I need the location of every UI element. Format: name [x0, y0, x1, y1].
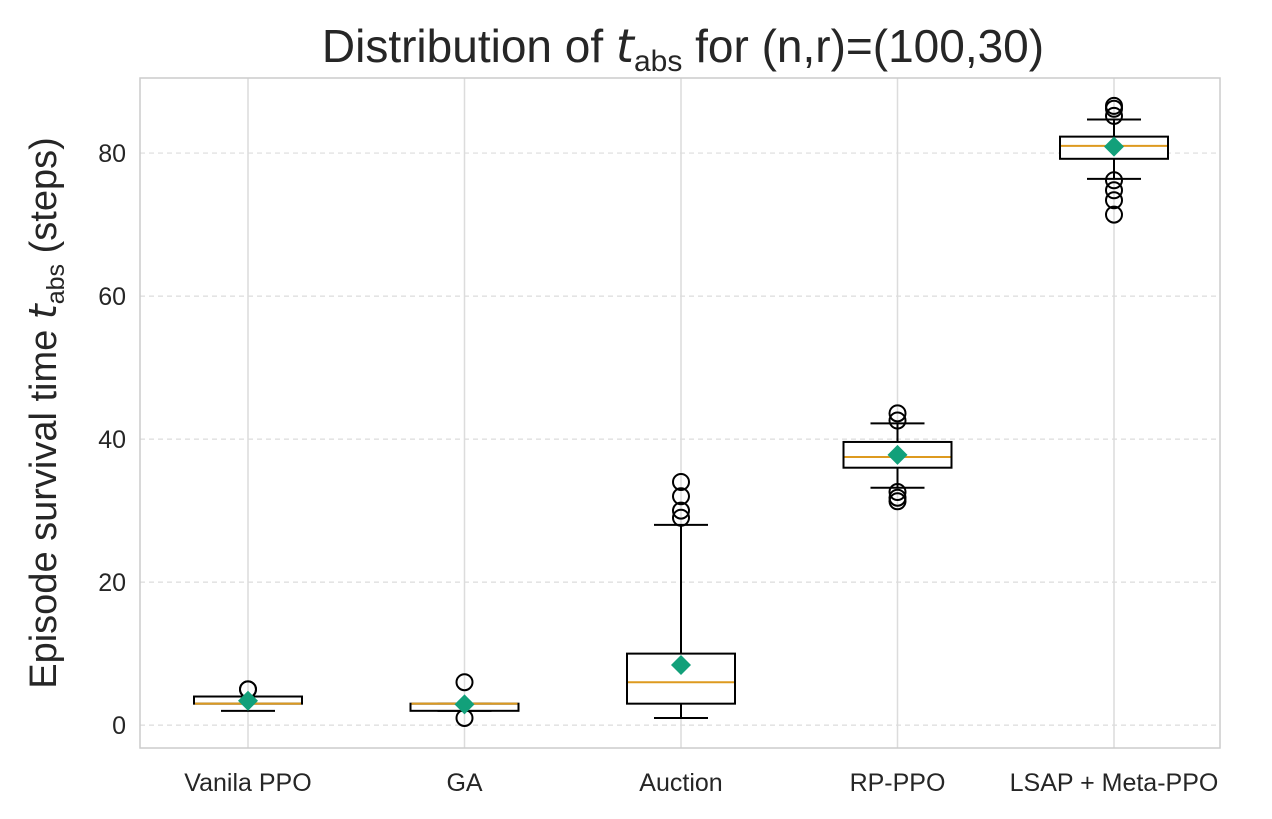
- outlier-point: [1105, 96, 1123, 115]
- ylabel-subscript: abs: [42, 264, 70, 304]
- outlier-point: [672, 508, 690, 527]
- title-suffix: for (n,r)=(100,30): [682, 20, 1044, 72]
- y-tick-label: 80: [98, 140, 126, 168]
- y-tick-label: 60: [98, 283, 126, 311]
- mean-marker: [887, 444, 908, 465]
- outlier-point: [1105, 205, 1123, 224]
- outlier-point: [888, 483, 907, 502]
- y-tick-labels: 0 20 40 60 80: [98, 140, 126, 740]
- title-symbol: t: [616, 19, 636, 73]
- outlier-point: [1105, 191, 1123, 210]
- title-subscript: abs: [634, 45, 682, 78]
- outlier-point: [672, 501, 690, 520]
- mean-marker: [238, 690, 258, 711]
- outlier-point: [1105, 106, 1123, 125]
- box-series: [193, 96, 1169, 727]
- box-group: [409, 673, 520, 727]
- x-tick-label: GA: [446, 769, 482, 797]
- mean-marker: [454, 694, 475, 715]
- x-tick-label: RP-PPO: [850, 769, 946, 797]
- y-axis-label: Episode survival time tabs (steps): [21, 137, 70, 689]
- outlier-point: [888, 411, 907, 430]
- x-tick-label: LSAP + Meta-PPO: [1010, 769, 1219, 797]
- outlier-point: [1105, 171, 1123, 190]
- box-group: [626, 473, 736, 719]
- x-tick-labels: Vanila PPO GA Auction RP-PPO LSAP + Meta-PPO: [184, 769, 1218, 797]
- iqr-box: [626, 652, 736, 705]
- ylabel-symbol: t: [21, 302, 65, 319]
- vertical-gridlines: [247, 78, 1115, 748]
- outlier-point: [1105, 181, 1123, 200]
- ylabel-suffix: (steps): [23, 137, 65, 264]
- y-tick-label: 20: [98, 569, 126, 597]
- outlier-point: [672, 473, 690, 492]
- outlier-point: [455, 673, 474, 692]
- outlier-point: [672, 487, 690, 506]
- y-tick-label: 0: [112, 712, 126, 740]
- box-group: [193, 680, 303, 712]
- y-tick-label: 40: [98, 426, 126, 454]
- chart-title: Distribution of tabs for (n,r)=(100,30): [322, 19, 1044, 78]
- ylabel-prefix: Episode survival time: [23, 319, 65, 689]
- title-prefix: Distribution of: [322, 20, 616, 72]
- x-tick-label: Auction: [639, 769, 722, 797]
- box-group: [1059, 96, 1169, 224]
- outlier-point: [888, 488, 907, 507]
- mean-marker: [1104, 136, 1124, 157]
- x-tick-label: Vanila PPO: [184, 769, 311, 797]
- plot-frame: [139, 77, 1221, 749]
- box-group: [842, 404, 953, 511]
- mean-marker: [671, 655, 691, 676]
- outlier-point: [888, 404, 907, 423]
